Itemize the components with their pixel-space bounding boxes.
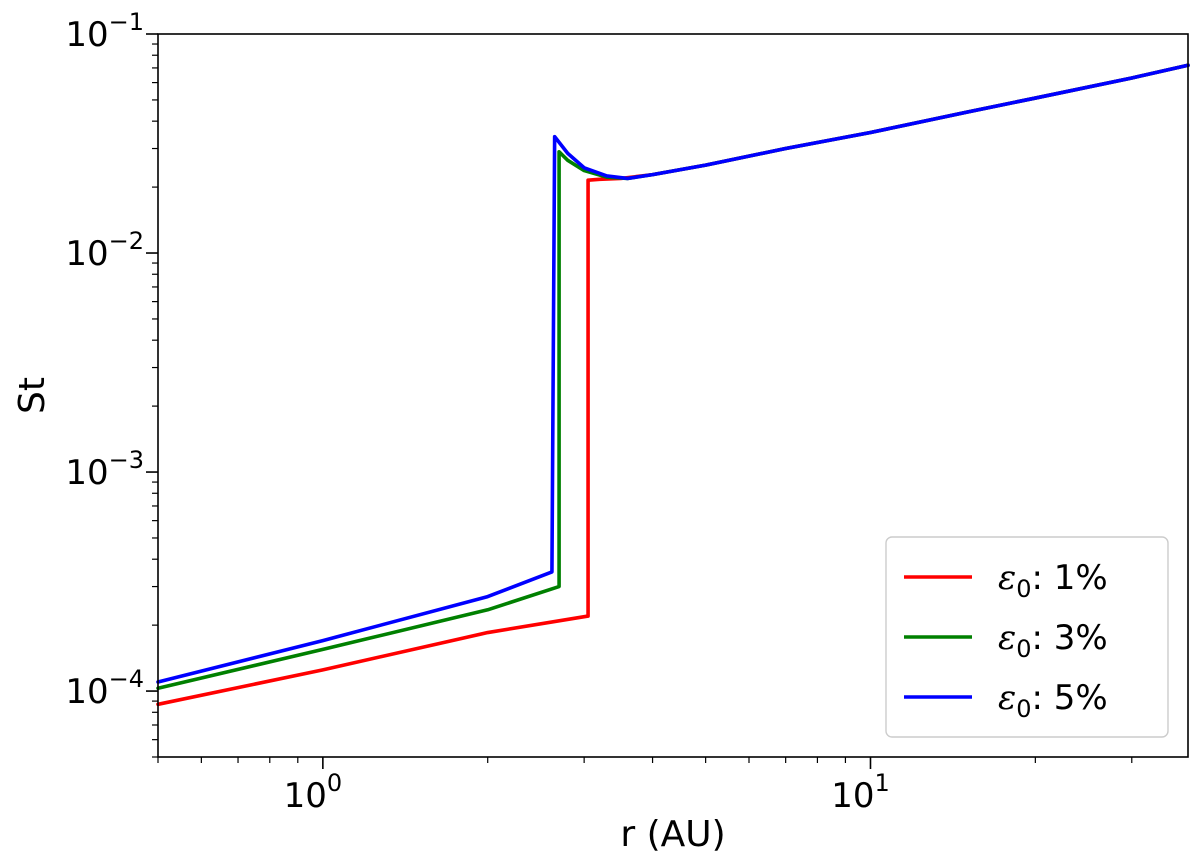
legend-box [885,536,1169,738]
series-lines [156,63,1190,707]
y-tick-label: 10−4 [65,665,144,712]
y-tick-label: 10−3 [65,446,144,493]
legend-label-1: ε0: 1% [998,558,1108,603]
plot-frame [157,33,1189,758]
y-axis-label: St [12,377,53,414]
legend-items: ε0: 1% ε0: 3% ε0: 5% [904,558,1108,723]
x-axis-label: r (AU) [620,814,725,855]
y-tick-label: 10−1 [65,8,144,55]
y-tick-label: 10−2 [65,227,144,274]
series-line-3 [156,63,1190,684]
legend: ε0: 1% ε0: 3% ε0: 5% [885,536,1169,738]
x-tick-label: 101 [831,769,890,816]
axis-tick-labels: 100 101 10−4 10−3 10−2 10−1 [65,8,889,816]
axis-ticks [146,33,1133,769]
x-tick-label: 100 [284,769,343,816]
legend-label-2: ε0: 3% [998,618,1108,663]
legend-label-3: ε0: 5% [998,678,1108,723]
